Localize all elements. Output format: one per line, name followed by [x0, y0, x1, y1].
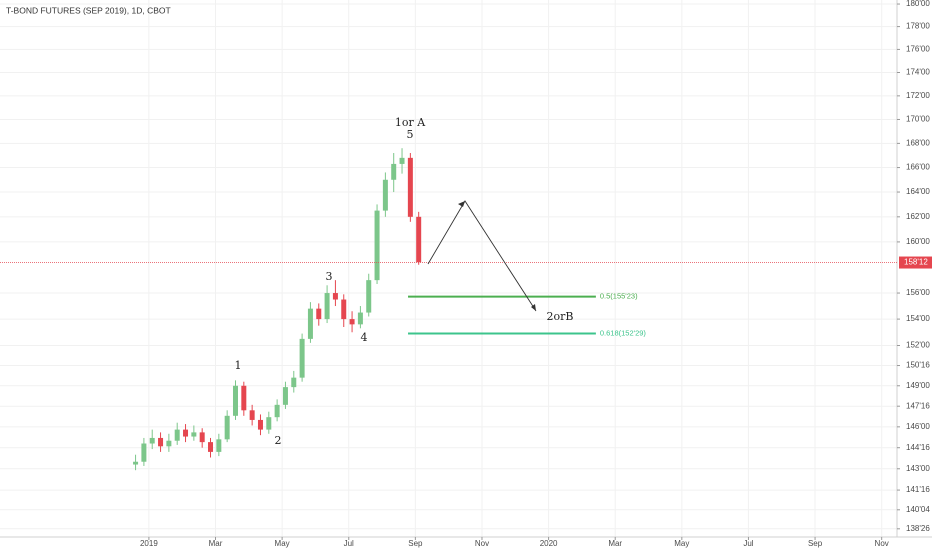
y-tick-label: 174'00	[906, 68, 930, 77]
grid	[0, 0, 897, 537]
candle-body	[416, 216, 422, 263]
candle-body	[366, 280, 372, 313]
candle-body	[307, 308, 313, 339]
candle-body	[149, 437, 155, 444]
fib-label: 0.5(155'23)	[600, 292, 638, 301]
wave-label: 4	[361, 331, 368, 344]
candle-body	[216, 439, 222, 452]
arrow-head	[458, 201, 465, 207]
candle-body	[332, 293, 338, 300]
x-tick-label: Mar	[209, 539, 223, 548]
y-tick-label: 180'00	[906, 0, 930, 8]
y-tick-label: 168'00	[906, 138, 930, 147]
wave-label: 3	[326, 270, 333, 283]
x-tick-label: Nov	[475, 539, 489, 548]
candle-body	[274, 404, 280, 418]
candle-body	[133, 461, 139, 465]
wave-label: 1	[235, 359, 242, 372]
wave-label: 2	[275, 434, 282, 447]
y-tick-label: 141'16	[906, 485, 930, 494]
y-tick-label: 172'00	[906, 91, 930, 100]
arrow-head	[531, 304, 536, 311]
y-tick-label: 143'00	[906, 464, 930, 473]
candle-body	[266, 417, 272, 430]
candle-body	[291, 377, 297, 388]
candle-body	[341, 299, 347, 320]
candle-body	[191, 432, 197, 437]
candle-body	[282, 387, 288, 405]
candle-body	[249, 410, 255, 420]
x-tick-label: May	[674, 539, 689, 548]
wave-label: 1or A	[395, 116, 426, 129]
candle-body	[174, 429, 180, 441]
x-tick-label: 2019	[140, 539, 158, 548]
x-tick-label: May	[275, 539, 290, 548]
candle-body	[141, 443, 147, 462]
candle-body	[232, 385, 238, 416]
x-tick-label: 2020	[540, 539, 558, 548]
y-tick-label: 146'00	[906, 422, 930, 431]
y-tick-label: 164'00	[906, 187, 930, 196]
candle-body	[391, 163, 397, 180]
candle-body	[324, 293, 330, 320]
y-tick-label: 156'00	[906, 288, 930, 297]
y-tick-label: 150'16	[906, 361, 930, 370]
candle-body	[407, 157, 413, 217]
x-tick-label: Jul	[344, 539, 354, 548]
candle-body	[349, 319, 355, 325]
candle-body	[399, 157, 405, 164]
y-tick-label: 152'00	[906, 341, 930, 350]
x-tick-label: Mar	[608, 539, 622, 548]
candle-body	[316, 308, 322, 320]
candle-body	[158, 437, 164, 447]
y-tick-label: 140'04	[906, 505, 930, 514]
wave-label: 5	[407, 128, 414, 141]
y-tick-label: 162'00	[906, 212, 930, 221]
y-tick-label: 138'26	[906, 524, 930, 533]
last-price-badge	[899, 256, 932, 269]
candle-body	[183, 429, 189, 437]
x-tick-label: Sep	[408, 539, 423, 548]
y-tick-label: 176'00	[906, 45, 930, 54]
y-tick-label: 160'00	[906, 237, 930, 246]
y-tick-label: 144'16	[906, 443, 930, 452]
y-tick-label: 147'16	[906, 401, 930, 410]
candle-body	[382, 179, 388, 211]
fib-label: 0.618(152'29)	[600, 328, 647, 337]
candle-body	[199, 432, 205, 443]
plot: 0.5(155'23) 0.618(152'29)	[0, 148, 897, 471]
x-tick-label: Sep	[808, 539, 823, 548]
y-tick-label: 166'00	[906, 163, 930, 172]
x-tick-label: Jul	[743, 539, 753, 548]
last-price-label: 158'12	[904, 258, 928, 267]
candle-body	[374, 210, 380, 281]
candle-body	[166, 440, 172, 447]
wave-label: 2orB	[547, 310, 574, 323]
candle-body	[357, 312, 363, 325]
candle-body	[241, 385, 247, 411]
y-tick-label: 149'00	[906, 381, 930, 390]
candle-body	[299, 338, 305, 378]
x-tick-label: Nov	[875, 539, 889, 548]
candle-body	[208, 442, 214, 452]
y-tick-label: 170'00	[906, 115, 930, 124]
candle-body	[257, 419, 263, 430]
y-tick-label: 178'00	[906, 22, 930, 31]
y-tick-label: 154'00	[906, 314, 930, 323]
candle-body	[224, 415, 230, 440]
chart-title: T-BOND FUTURES (SEP 2019), 1D, CBOT	[6, 5, 171, 15]
